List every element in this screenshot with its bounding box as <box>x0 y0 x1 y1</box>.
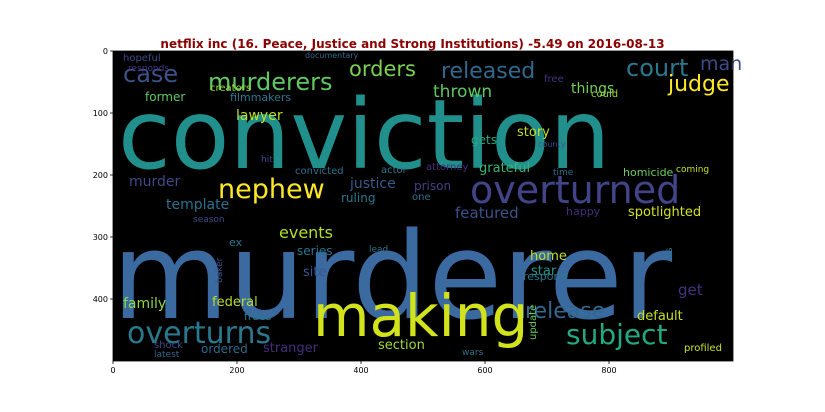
word-wars: wars <box>462 348 484 358</box>
word-get: get <box>678 281 703 299</box>
y-axis: 0 100 200 300 400 <box>93 47 113 304</box>
x-tick-label: 600 <box>477 366 492 375</box>
word-one: one <box>412 192 431 203</box>
word-court: court <box>626 54 688 82</box>
word-murder: murder <box>129 174 181 190</box>
word-respond: respond <box>523 270 567 283</box>
word-happy: happy <box>566 205 601 218</box>
word-case: case <box>123 60 178 88</box>
y-tick-label: 400 <box>93 295 108 304</box>
word-profiled: profiled <box>684 343 722 354</box>
word-filmmakers: filmmakers <box>230 91 291 104</box>
word-things: things <box>571 81 614 97</box>
word-making: making <box>313 282 528 350</box>
y-tick-label: 300 <box>93 233 108 242</box>
word-attorney: attorney <box>426 162 469 173</box>
word-hopeful: hopeful <box>123 53 161 64</box>
word-events: events <box>279 223 333 242</box>
word-stranger: stranger <box>263 341 319 356</box>
word-lawyer: lawyer <box>236 108 283 124</box>
y-tick-label: 200 <box>93 171 108 180</box>
word-frees: frees <box>244 310 272 323</box>
word-coming: coming <box>676 165 709 175</box>
word-ex: ex <box>229 236 243 249</box>
word-could: could <box>591 89 618 100</box>
word-documentary: documentary <box>305 51 359 60</box>
word-convicted: convicted <box>295 166 344 177</box>
word-ruling: ruling <box>341 191 375 205</box>
word-ordered: ordered <box>201 342 248 356</box>
word-overturns: overturns <box>127 316 271 351</box>
word-default: default <box>637 309 683 324</box>
word-hit: hit <box>261 155 273 165</box>
x-tick-label: 200 <box>229 366 244 375</box>
x-tick-label: 400 <box>353 366 368 375</box>
word-thrown: thrown <box>433 82 492 102</box>
word-prison: prison <box>414 179 451 193</box>
word-federal: federal <box>212 295 258 310</box>
x-tick-label: 0 <box>110 366 115 375</box>
word-family: family <box>123 296 166 312</box>
word-orders: orders <box>349 57 416 81</box>
word-conviction: conviction <box>118 79 611 191</box>
word-homicide: homicide <box>623 166 674 179</box>
word-released: released <box>441 59 535 84</box>
word-us: us <box>664 247 675 259</box>
word-grateful: grateful <box>479 161 530 176</box>
word-latest: latest <box>154 350 180 360</box>
word-shock: shock <box>154 340 183 351</box>
word-home: home <box>530 249 567 264</box>
word-justice: justice <box>349 176 396 192</box>
word-time: time <box>553 168 574 178</box>
word-star: star <box>531 264 557 279</box>
word-judge: judge <box>667 72 730 97</box>
word-overturned: overturned <box>470 168 680 212</box>
word-release: release <box>525 299 605 324</box>
word-subject: subject <box>566 318 668 351</box>
word-site: site <box>303 265 326 280</box>
plot-frame <box>112 50 734 362</box>
word-actor: actor <box>381 165 408 176</box>
chart-title: netflix inc (16. Peace, Justice and Stro… <box>160 37 665 51</box>
word-season: season <box>193 215 225 225</box>
word-county: county <box>538 140 566 149</box>
y-tick-label: 0 <box>103 47 108 56</box>
y-tick-label: 100 <box>93 109 108 118</box>
word-man: man <box>700 53 742 75</box>
x-tick-label: 800 <box>601 366 616 375</box>
word-baker: baker <box>215 257 225 283</box>
word-story: story <box>517 125 550 140</box>
word-free: free <box>544 74 564 85</box>
word-lead: lead <box>369 245 388 255</box>
word-murderer: murderer <box>112 208 673 347</box>
x-axis: 0 200 400 600 800 <box>110 361 617 375</box>
word-spotlighted: spotlighted <box>628 205 701 220</box>
word-template: template <box>166 197 229 213</box>
word-featured: featured <box>455 204 519 222</box>
word-creators: creators <box>210 83 251 94</box>
word-responds: responds <box>128 64 169 74</box>
word-nephew: nephew <box>218 174 325 205</box>
word-section: section <box>378 338 425 353</box>
word-update: update <box>528 305 539 340</box>
word-murderers: murderers <box>208 68 333 96</box>
plot-background <box>113 51 733 361</box>
word-gets: gets <box>471 133 497 147</box>
word-series: series <box>297 244 333 258</box>
word-former: former <box>145 90 185 104</box>
